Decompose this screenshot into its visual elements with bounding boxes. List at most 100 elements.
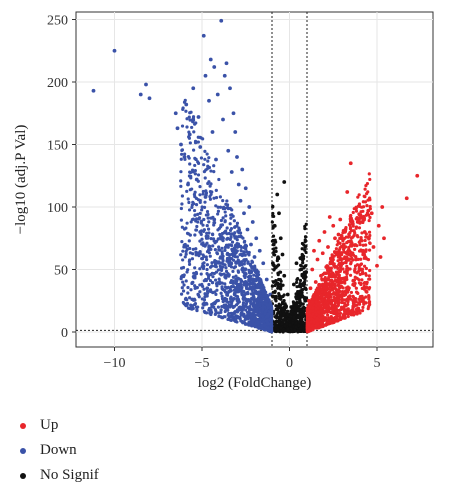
point-texture: [185, 125, 189, 129]
point-down: [228, 86, 232, 91]
point-texture: [336, 302, 341, 306]
point-texture: [189, 305, 193, 310]
y-axis: 0 50 100 150 200 250: [47, 14, 76, 341]
point-texture: [283, 324, 287, 328]
point-texture: [351, 210, 355, 215]
point-texture: [357, 213, 362, 217]
point-texture: [187, 208, 192, 212]
point-texture: [364, 285, 369, 289]
point-texture: [274, 325, 278, 329]
point-texture: [334, 274, 338, 278]
point-texture: [340, 253, 344, 257]
point-texture: [205, 223, 209, 228]
point-texture: [351, 222, 355, 226]
point-texture: [367, 274, 371, 278]
point-texture: [190, 281, 194, 285]
point-texture: [368, 207, 372, 211]
point-up: [336, 232, 341, 237]
point-texture: [234, 261, 238, 265]
point-texture: [188, 188, 192, 192]
point-texture: [361, 220, 365, 225]
point-texture: [232, 266, 236, 270]
point-texture: [194, 217, 199, 221]
point-texture: [211, 275, 215, 279]
point-texture: [179, 275, 184, 279]
point-texture: [343, 260, 348, 265]
point-texture: [204, 168, 208, 172]
point-texture: [334, 250, 338, 254]
point-texture: [349, 236, 354, 240]
point-up: [415, 173, 420, 178]
point-texture: [322, 311, 326, 315]
point-texture: [247, 299, 251, 303]
point-texture: [187, 296, 192, 300]
point-texture: [275, 264, 279, 268]
point-texture: [353, 270, 357, 274]
point-no-signif: [280, 252, 285, 257]
point-texture: [226, 300, 230, 304]
point-texture: [217, 277, 221, 281]
point-texture: [320, 298, 324, 302]
point-texture: [190, 297, 194, 302]
point-texture: [209, 247, 213, 252]
x-tick-label: −5: [195, 356, 210, 371]
point-texture: [270, 220, 274, 224]
point-texture: [304, 270, 308, 275]
point-texture: [220, 246, 224, 250]
point-texture: [311, 326, 315, 330]
point-texture: [201, 189, 206, 194]
point-texture: [309, 302, 313, 306]
point-no-signif: [285, 292, 290, 297]
point-down: [201, 33, 206, 38]
point-texture: [190, 125, 194, 130]
point-texture: [351, 312, 356, 317]
point-texture: [213, 258, 217, 263]
point-texture: [225, 199, 229, 203]
point-texture: [239, 248, 243, 253]
point-texture: [314, 324, 318, 329]
point-texture: [291, 320, 295, 325]
point-texture: [228, 222, 232, 226]
point-texture: [235, 221, 240, 225]
point-texture: [239, 311, 244, 315]
legend-label-no-signif: No Signif: [40, 467, 99, 483]
point-texture: [246, 251, 250, 256]
point-texture: [255, 284, 260, 289]
point-texture: [188, 118, 192, 122]
point-texture: [276, 281, 280, 285]
point-texture: [261, 283, 265, 288]
point-texture: [243, 275, 247, 280]
point-texture: [271, 205, 275, 209]
point-texture: [347, 247, 351, 252]
point-texture: [329, 261, 334, 266]
point-texture: [181, 289, 186, 293]
point-texture: [233, 245, 237, 250]
point-texture: [207, 156, 211, 160]
point-texture: [272, 268, 276, 272]
point-texture: [239, 285, 243, 289]
point-texture: [220, 297, 225, 301]
point-texture: [242, 262, 246, 266]
point-texture: [249, 264, 253, 268]
point-texture: [360, 309, 365, 313]
point-texture: [357, 267, 361, 271]
point-up: [317, 238, 322, 243]
point-texture: [298, 329, 302, 334]
point-texture: [214, 292, 218, 296]
point-texture: [233, 252, 237, 256]
point-texture: [360, 295, 364, 299]
point-texture: [301, 273, 305, 278]
point-texture: [188, 170, 192, 174]
point-texture: [279, 279, 283, 283]
point-texture: [218, 248, 222, 252]
point-texture: [203, 310, 207, 315]
point-texture: [248, 278, 252, 282]
point-texture: [203, 149, 207, 154]
point-texture: [338, 311, 342, 315]
point-texture: [324, 278, 328, 282]
point-texture: [361, 299, 365, 303]
point-texture: [194, 270, 198, 275]
point-down: [233, 130, 238, 134]
point-texture: [189, 176, 193, 180]
point-texture: [229, 216, 233, 220]
